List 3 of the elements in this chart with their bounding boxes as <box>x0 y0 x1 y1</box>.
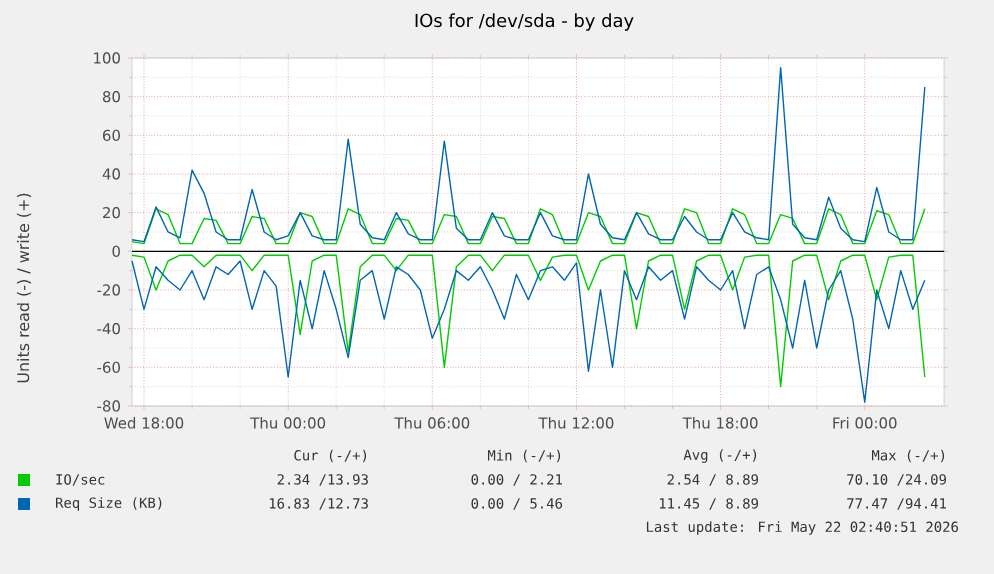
chart-title: IOs for /dev/sda - by day <box>415 13 634 31</box>
line-series <box>131 66 926 243</box>
line-series <box>131 208 926 245</box>
